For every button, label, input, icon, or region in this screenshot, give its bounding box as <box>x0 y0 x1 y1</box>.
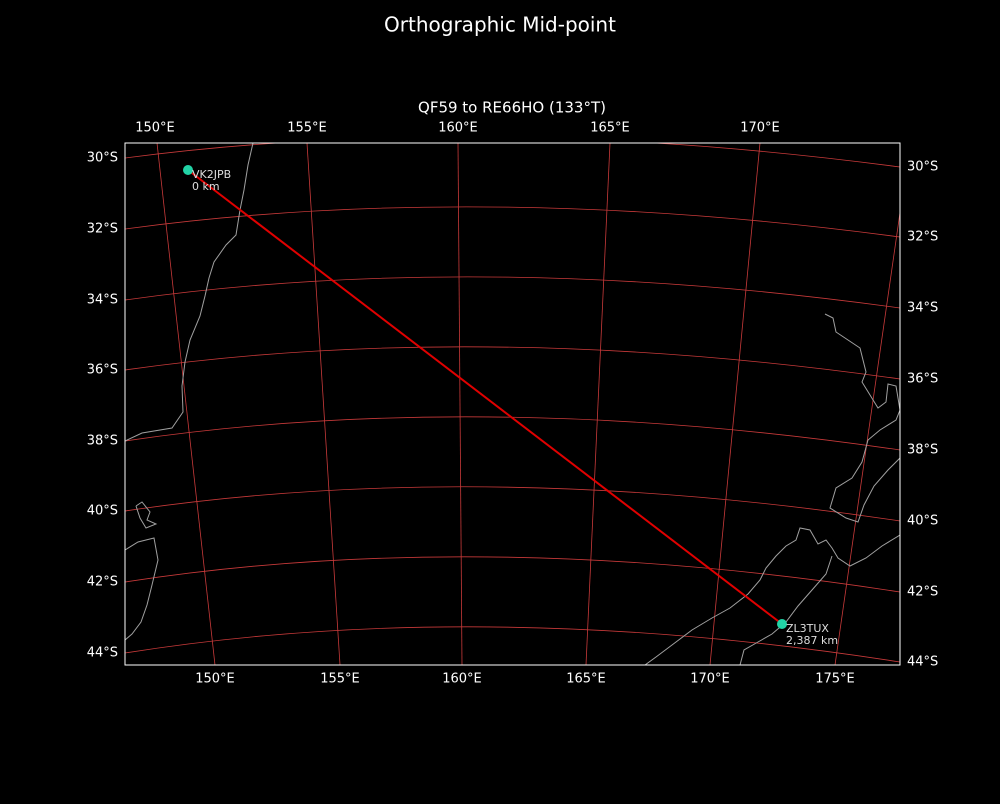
coastline <box>644 527 900 665</box>
parallel-line <box>125 486 900 522</box>
right-lat-label: 34°S <box>907 301 938 316</box>
bottom-lon-label: 165°E <box>566 672 606 687</box>
map-subtitle: QF59 to RE66HO (133°T) <box>418 99 606 117</box>
parallel-line <box>125 143 900 168</box>
coastline <box>125 143 254 442</box>
coastline <box>135 501 158 529</box>
station-call: VK2JPB <box>192 168 231 181</box>
right-lat-label: 40°S <box>907 514 938 529</box>
right-lat-label: 32°S <box>907 230 938 245</box>
parallel-line <box>125 346 900 380</box>
graticule-labels: 150°E 155°E 160°E 165°E 170°E 150°E 155°E 160°E… <box>87 121 939 687</box>
left-lat-label: 36°S <box>87 363 118 378</box>
left-lat-label: 38°S <box>87 434 118 449</box>
left-lat-label: 34°S <box>87 293 118 308</box>
meridian-line <box>709 143 761 665</box>
coastline <box>824 313 900 523</box>
station-distance: 0 km <box>192 180 220 193</box>
top-lon-label: 150°E <box>135 121 175 136</box>
left-lat-label: 32°S <box>87 222 118 237</box>
figure-title: Orthographic Mid-point <box>384 13 616 37</box>
right-lat-label: 36°S <box>907 372 938 387</box>
coastlines <box>125 143 900 665</box>
bottom-lon-label: 150°E <box>195 672 235 687</box>
great-circle-path <box>187 169 783 625</box>
left-lat-label: 40°S <box>87 504 118 519</box>
left-lat-label: 44°S <box>87 646 118 661</box>
bottom-lon-label: 170°E <box>690 672 730 687</box>
meridian-line <box>585 143 611 665</box>
left-lat-label: 30°S <box>87 151 118 166</box>
top-lon-label: 160°E <box>438 121 478 136</box>
meridian-line <box>457 143 463 665</box>
map-frame <box>124 142 901 666</box>
coastline <box>125 537 159 641</box>
meridian-line <box>156 143 216 665</box>
right-lat-label: 38°S <box>907 443 938 458</box>
graticule <box>125 143 900 665</box>
parallel-line <box>125 626 900 663</box>
bottom-lon-label: 155°E <box>320 672 360 687</box>
right-lat-label: 30°S <box>907 160 938 175</box>
top-lon-label: 155°E <box>287 121 327 136</box>
meridian-line <box>306 143 341 665</box>
right-lat-label: 44°S <box>907 655 938 670</box>
top-lon-label: 170°E <box>740 121 780 136</box>
parallel-line <box>125 276 900 309</box>
station-call: ZL3TUX <box>786 622 829 635</box>
map-area <box>125 143 900 665</box>
parallel-line <box>125 206 900 238</box>
station-distance: 2,387 km <box>786 634 838 647</box>
station-marker <box>183 165 193 175</box>
parallel-line <box>125 416 900 451</box>
bottom-lon-label: 160°E <box>442 672 482 687</box>
left-lat-label: 42°S <box>87 575 118 590</box>
station-marker <box>777 619 787 629</box>
top-lon-label: 165°E <box>590 121 630 136</box>
right-lat-label: 42°S <box>907 585 938 600</box>
meridian-line <box>834 209 900 665</box>
parallel-line <box>125 556 900 593</box>
bottom-lon-label: 175°E <box>815 672 855 687</box>
